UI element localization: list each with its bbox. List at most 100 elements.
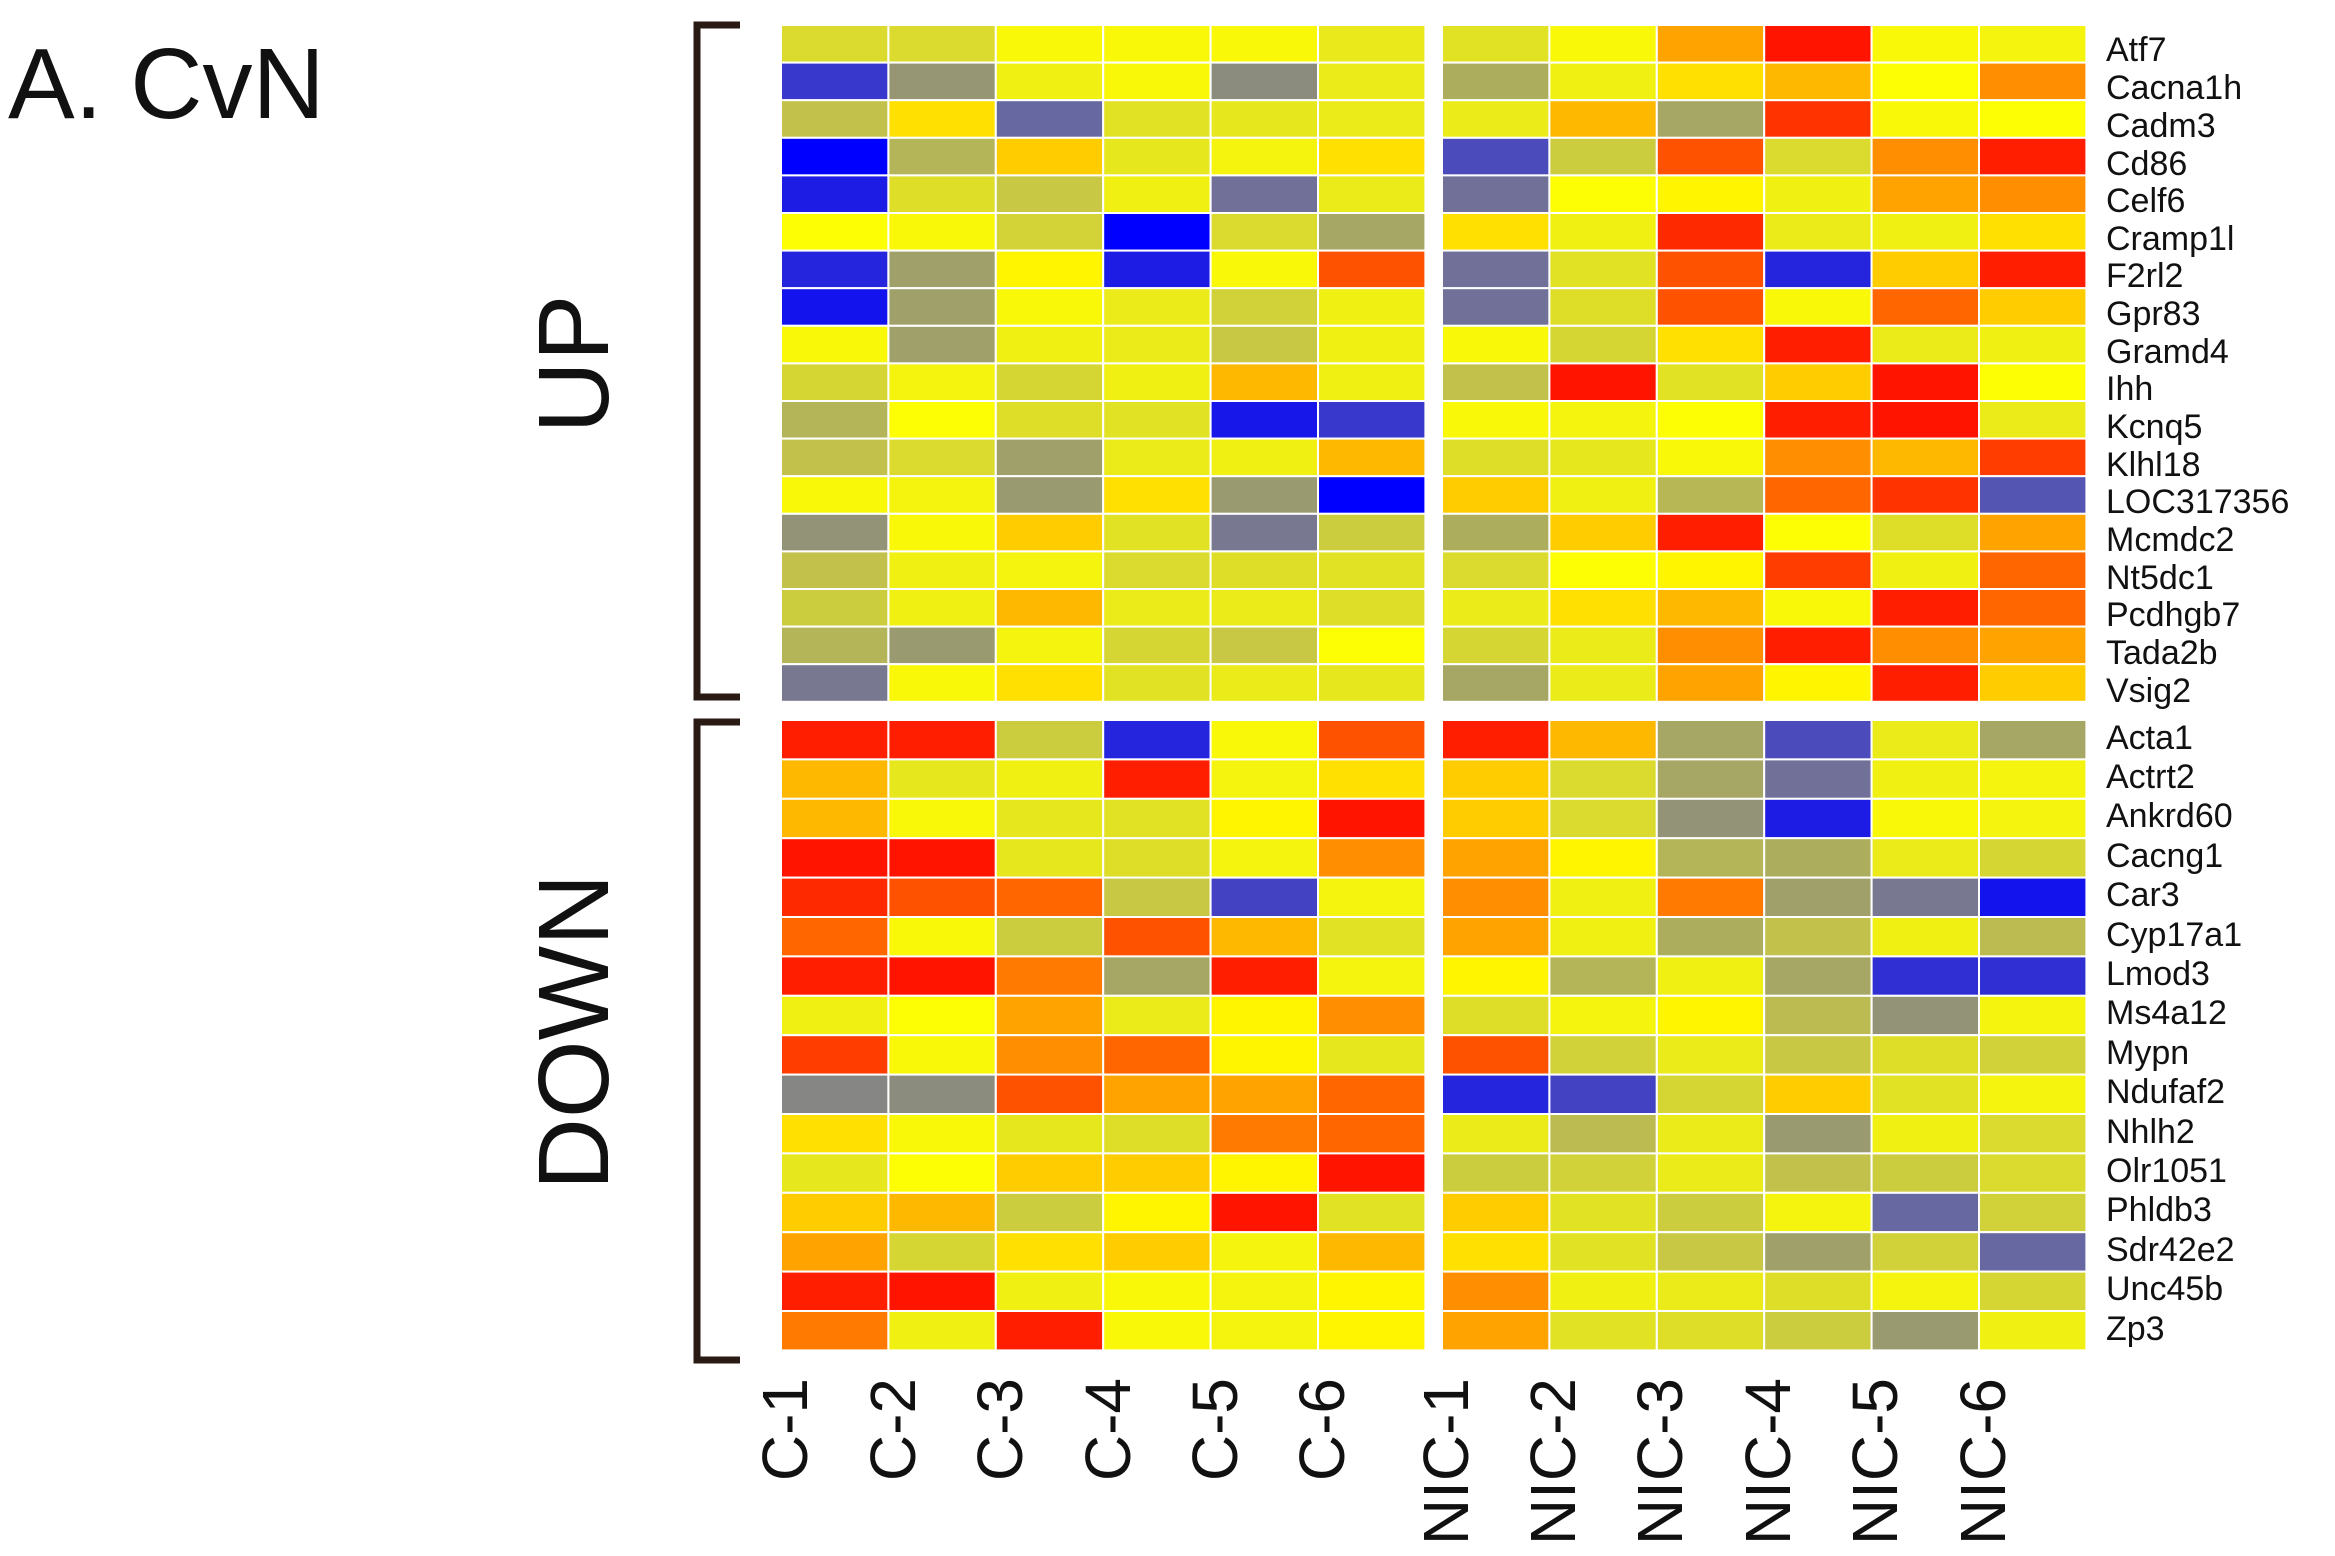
heatmap-cell [1441,324,1551,365]
row-label: Tada2b [2106,634,2218,672]
heatmap-cell [1209,663,1319,703]
heatmap-cell [1763,475,1873,515]
heatmap-cell [1209,625,1319,666]
heatmap-cell [1655,955,1766,997]
heatmap-cell [1102,1310,1212,1352]
heatmap-cell [994,324,1105,365]
heatmap-cell [1102,61,1212,102]
heatmap-cell [1548,1270,1658,1312]
heatmap-cell [1209,1231,1319,1273]
row-label: Ankrd60 [2106,797,2233,835]
heatmap-cell [887,1034,997,1076]
row-label: Zp3 [2106,1310,2165,1348]
heatmap-cell [1655,1191,1766,1234]
heatmap-cell [994,1152,1105,1194]
row-label: Cramp1l [2106,220,2234,258]
heatmap-cell [887,512,997,553]
heatmap-cell [1655,588,1766,628]
heatmap-cell [1763,955,1873,997]
heatmap-cell [1870,1152,1980,1194]
heatmap-cell [1870,1191,1980,1234]
heatmap-cell [1655,174,1766,214]
heatmap-cell [1655,1034,1766,1076]
heatmap-cell [994,1034,1105,1076]
row-label: Vsig2 [2106,672,2191,710]
row-label: Celf6 [2106,182,2185,220]
heatmap-cell [1102,1152,1212,1194]
heatmap-cell [1102,663,1212,703]
heatmap-cell [887,955,997,997]
row-label: Cadm3 [2106,107,2216,145]
heatmap-cell [1870,916,1980,958]
heatmap-cell [994,625,1105,666]
heatmap-cell [1441,212,1551,252]
heatmap-cell [1209,24,1319,64]
heatmap-cell [1102,1270,1212,1312]
row-label: Klhl18 [2106,446,2201,484]
heatmap-cell [994,550,1105,591]
heatmap-cell [1209,324,1319,365]
heatmap-cell [1978,99,2088,139]
heatmap-cell [1102,837,1212,879]
heatmap-cell [1441,663,1551,703]
heatmap-cell [780,212,890,252]
heatmap-cell [887,1231,997,1273]
heatmap-cell [1655,512,1766,553]
heatmap-cell [1102,174,1212,214]
row-label: Atf7 [2106,31,2166,69]
row-label: Acta1 [2106,719,2193,757]
heatmap-cell [780,1113,890,1155]
heatmap-cell [1655,1073,1766,1115]
heatmap-cell [780,437,890,478]
column-label: NIC-5 [1839,1378,1911,1545]
heatmap-cell [1209,61,1319,102]
heatmap-cell [1870,99,1980,139]
heatmap-cell [1317,1113,1427,1155]
heatmap-cell [1548,719,1658,761]
heatmap-cell [994,212,1105,252]
heatmap-cell [1870,955,1980,997]
heatmap-cell [780,955,890,997]
heatmap-cell [887,588,997,628]
heatmap-cell [1209,174,1319,214]
heatmap-cell [1548,837,1658,879]
heatmap-cell [1978,663,2088,703]
heatmap-cell [1978,1073,2088,1115]
heatmap-cell [1763,287,1873,327]
heatmap-cell [1209,994,1319,1037]
row-label: Olr1051 [2106,1152,2227,1190]
heatmap-cell [1978,719,2088,761]
heatmap-cell [1441,916,1551,958]
bracket-up [693,21,740,701]
heatmap-cell [1655,136,1766,177]
heatmap-cell [1763,174,1873,214]
heatmap-cell [1441,24,1551,64]
column-label: C-3 [964,1378,1036,1481]
heatmap-cell [994,1270,1105,1312]
heatmap-cell [1978,1034,2088,1076]
row-label: Actrt2 [2106,758,2195,796]
heatmap-cell [1763,1270,1873,1312]
column-label: NIC-2 [1517,1378,1589,1545]
heatmap-cell [780,475,890,515]
heatmap-cell [1978,588,2088,628]
heatmap-cell [1548,663,1658,703]
heatmap-cell [1763,512,1873,553]
heatmap-cell [1209,837,1319,879]
heatmap-cell [1548,174,1658,214]
heatmap-cell [1655,212,1766,252]
heatmap-cell [1655,1152,1766,1194]
heatmap-cell [1102,212,1212,252]
heatmap-cell [994,512,1105,553]
heatmap-cell [887,249,997,290]
heatmap-cell [1548,1231,1658,1273]
heatmap-cell [780,758,890,800]
heatmap-cell [1763,1231,1873,1273]
column-label: NIC-6 [1947,1378,2019,1545]
heatmap-cell [1441,1310,1551,1352]
heatmap-cell [1441,837,1551,879]
heatmap-cell [1209,1270,1319,1312]
heatmap-cell [1870,475,1980,515]
heatmap-cell [887,719,997,761]
heatmap-cell [1317,1034,1427,1076]
